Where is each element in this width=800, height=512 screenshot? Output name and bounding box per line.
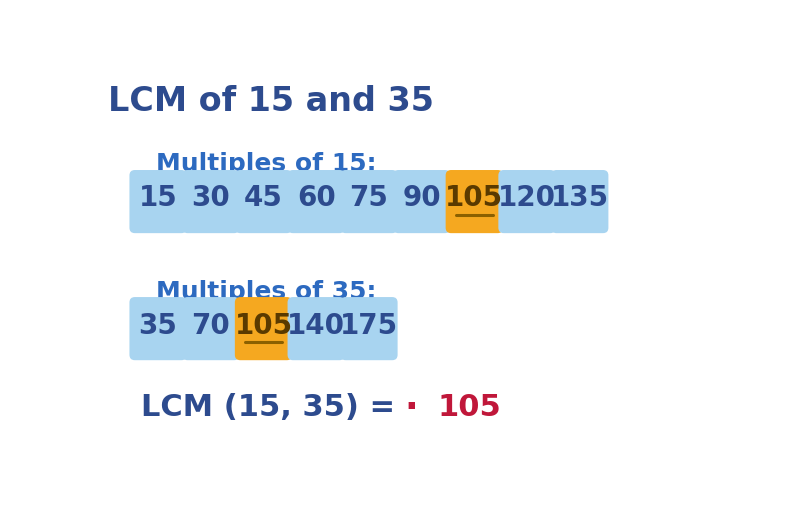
FancyBboxPatch shape bbox=[287, 297, 345, 360]
Text: 90: 90 bbox=[402, 184, 441, 212]
FancyBboxPatch shape bbox=[498, 170, 556, 233]
FancyBboxPatch shape bbox=[130, 170, 187, 233]
FancyBboxPatch shape bbox=[182, 297, 239, 360]
Text: LCM of 15 and 35: LCM of 15 and 35 bbox=[108, 84, 434, 118]
Text: 120: 120 bbox=[498, 184, 556, 212]
Text: 35: 35 bbox=[138, 311, 178, 339]
FancyBboxPatch shape bbox=[551, 170, 608, 233]
Text: 70: 70 bbox=[191, 311, 230, 339]
Text: 30: 30 bbox=[191, 184, 230, 212]
Text: LCM (15, 35) =: LCM (15, 35) = bbox=[142, 393, 406, 422]
Text: 135: 135 bbox=[550, 184, 609, 212]
FancyBboxPatch shape bbox=[446, 170, 503, 233]
Text: 105: 105 bbox=[437, 393, 501, 422]
FancyBboxPatch shape bbox=[287, 170, 345, 233]
FancyBboxPatch shape bbox=[235, 170, 292, 233]
FancyBboxPatch shape bbox=[130, 297, 187, 360]
Text: 45: 45 bbox=[244, 184, 283, 212]
Text: 175: 175 bbox=[340, 311, 398, 339]
Text: Multiples of 35:: Multiples of 35: bbox=[156, 280, 376, 304]
FancyBboxPatch shape bbox=[340, 170, 398, 233]
Text: 105: 105 bbox=[234, 311, 293, 339]
Text: Multiples of 15:: Multiples of 15: bbox=[156, 152, 376, 176]
FancyBboxPatch shape bbox=[393, 170, 450, 233]
FancyBboxPatch shape bbox=[182, 170, 239, 233]
Text: 75: 75 bbox=[350, 184, 388, 212]
Text: 15: 15 bbox=[138, 184, 178, 212]
Text: ·: · bbox=[405, 391, 418, 425]
FancyBboxPatch shape bbox=[235, 297, 292, 360]
Text: 140: 140 bbox=[287, 311, 346, 339]
Text: 105: 105 bbox=[446, 184, 503, 212]
FancyBboxPatch shape bbox=[340, 297, 398, 360]
Text: 60: 60 bbox=[297, 184, 336, 212]
